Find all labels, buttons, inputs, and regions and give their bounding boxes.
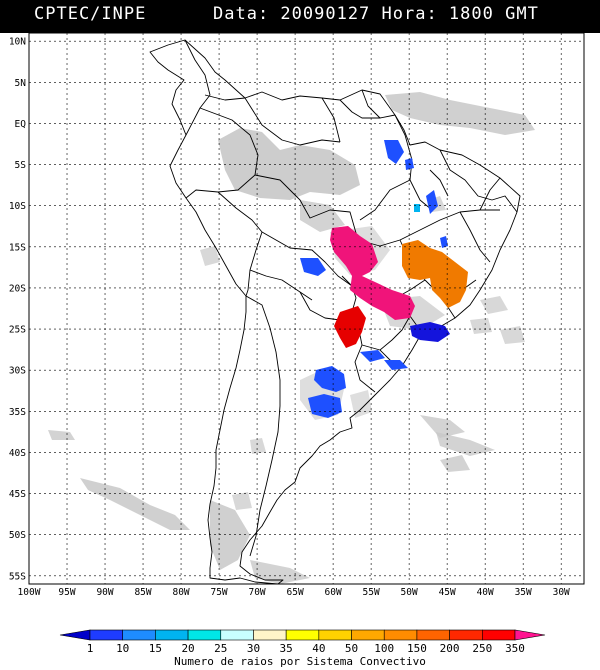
colorbar-tick-label: 100	[374, 642, 394, 655]
cluster-magenta	[330, 226, 415, 320]
lat-label: EQ	[15, 119, 27, 130]
lon-label: 35W	[515, 587, 532, 598]
lat-label: 30S	[9, 366, 26, 377]
colorbar-cell	[89, 629, 123, 641]
lat-label: 25S	[9, 325, 26, 336]
lon-label: 60W	[325, 587, 342, 598]
lat-label: 35S	[9, 407, 26, 418]
colorbar-cell	[351, 629, 385, 641]
lon-label: 65W	[287, 587, 304, 598]
country-borders	[149, 39, 521, 584]
cluster-blue-parana	[410, 322, 450, 342]
lat-label: 50S	[9, 530, 26, 541]
lon-label: 50W	[401, 587, 418, 598]
cluster-blue-arg	[308, 394, 342, 418]
lon-label: 55W	[363, 587, 380, 598]
lon-label: 80W	[172, 587, 189, 598]
lon-label: 70W	[248, 587, 265, 598]
colorbar-tick-label: 50	[345, 642, 358, 655]
colorbar-cell	[187, 629, 222, 641]
colorbar-tick-label: 10	[116, 642, 129, 655]
colorbar-cell	[285, 629, 320, 641]
lat-label: 15S	[9, 242, 26, 253]
lon-label: 100W	[18, 587, 41, 598]
map: 10N5NEQ5S10S15S20S25S30S35S40S45S50S55S …	[9, 32, 585, 598]
lat-label: 20S	[9, 283, 26, 294]
colorbar-cell	[122, 629, 156, 641]
colorbar-tick-label: 200	[440, 642, 460, 655]
lat-label: 10S	[9, 201, 26, 212]
colorbar-tick-label: 40	[312, 642, 325, 655]
colorbar-tick-label: 20	[181, 642, 194, 655]
colorbar-cell	[383, 629, 418, 641]
lon-label: 95W	[58, 587, 75, 598]
cluster-orange	[402, 240, 468, 308]
colorbar-cell	[449, 629, 483, 641]
lon-label: 85W	[134, 587, 151, 598]
colorbar-cell	[155, 629, 189, 641]
lon-label: 40W	[477, 587, 494, 598]
colorbar-tick-label: 350	[505, 642, 525, 655]
lon-label: 75W	[210, 587, 227, 598]
lon-labels: 100W 95W 90W 85W 80W 75W 70W 65W 60W 55W 50W 45W 40W…	[18, 587, 570, 598]
lat-label: 40S	[9, 448, 26, 459]
colorbar-tick-label: 25	[214, 642, 227, 655]
colorbar-cell	[416, 629, 450, 641]
colorbar-high-arrow	[514, 629, 546, 641]
lat-label: 5S	[15, 160, 27, 171]
lat-label: 55S	[9, 571, 26, 582]
lat-label: 45S	[9, 489, 26, 500]
continent-outline	[149, 39, 521, 584]
colorbar-low-arrow	[59, 629, 91, 641]
source-label: CPTEC/INPE	[34, 4, 147, 24]
colorbar-caption: Numero de raios por Sistema Convectivo	[174, 655, 426, 668]
cluster-blue-rs	[314, 366, 346, 392]
colorbar-tick-label: 1	[87, 642, 94, 655]
colorbar-cell	[318, 629, 352, 641]
lat-label: 10N	[9, 37, 26, 48]
colorbar-tick-label: 150	[407, 642, 427, 655]
datetime-label: Data: 20090127 Hora: 1800 GMT	[213, 4, 539, 24]
cluster-red	[334, 306, 366, 348]
colorbar-cell	[253, 629, 287, 641]
colorbar-tick-label: 250	[472, 642, 492, 655]
colorbar-tick-label: 15	[149, 642, 162, 655]
colorbar-cell	[220, 629, 254, 641]
convective-clusters	[300, 140, 468, 418]
lat-labels: 10N 5N EQ 5S 10S 15S 20S 25S 30S 35S 40S 45S 50S 55S	[9, 37, 26, 583]
map-frame	[28, 32, 585, 585]
lon-label: 90W	[96, 587, 113, 598]
colorbar-tick-label: 30	[247, 642, 260, 655]
lon-label: 30W	[553, 587, 570, 598]
title-bar: CPTEC/INPE Data: 20090127 Hora: 1800 GMT	[0, 0, 600, 33]
lon-label: 45W	[439, 587, 456, 598]
colorbar: 1 10 15 20 25 30 35 40 50 100 150 200 250 350	[59, 629, 546, 655]
lat-label: 5N	[15, 78, 27, 89]
colorbar-cell	[482, 629, 516, 641]
graticule	[29, 33, 584, 584]
colorbar-tick-label: 35	[280, 642, 293, 655]
